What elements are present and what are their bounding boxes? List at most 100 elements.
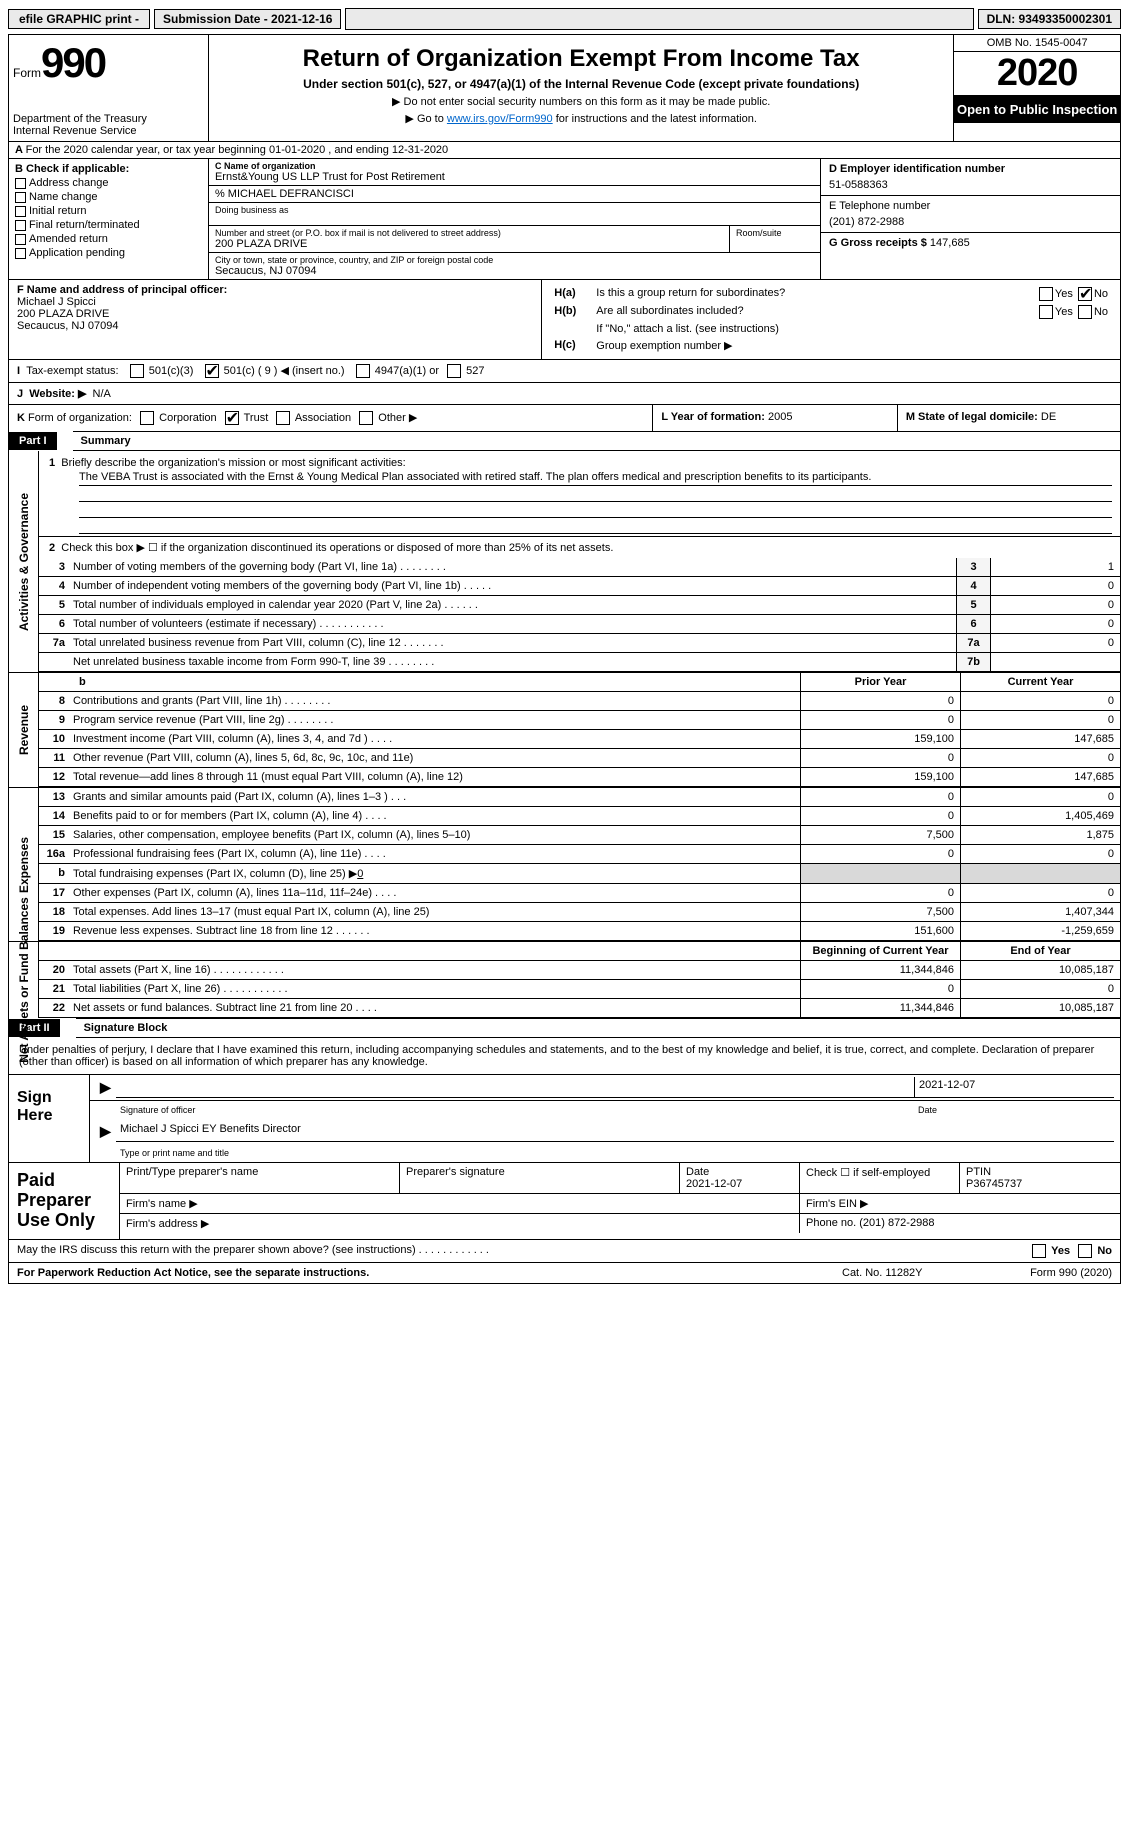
current-hdr: Current Year — [960, 673, 1120, 691]
instr-2: ▶ Go to www.irs.gov/Form990 for instruct… — [219, 112, 943, 125]
instr-1: ▶ Do not enter social security numbers o… — [219, 95, 943, 108]
ha-no[interactable] — [1078, 287, 1092, 301]
gov-row: 6Total number of volunteers (estimate if… — [39, 615, 1120, 634]
firm-name: Firm's name ▶ — [120, 1194, 800, 1213]
discuss-yes-lbl: Yes — [1051, 1244, 1070, 1256]
chk-assoc[interactable] — [276, 411, 290, 425]
open-inspection: Open to Public Inspection — [954, 96, 1120, 123]
chk-other[interactable] — [359, 411, 373, 425]
rev-row: 8Contributions and grants (Part VIII, li… — [39, 692, 1120, 711]
exp-row: 16aProfessional fundraising fees (Part I… — [39, 845, 1120, 864]
sig-arrow2: ▶ — [96, 1121, 116, 1142]
chk-corp[interactable] — [140, 411, 154, 425]
rev-row: 11Other revenue (Part VIII, column (A), … — [39, 749, 1120, 768]
discuss-no[interactable] — [1078, 1244, 1092, 1258]
chk-501c3[interactable] — [130, 364, 144, 378]
discuss-row: May the IRS discuss this return with the… — [9, 1239, 1120, 1262]
rev-row: 12Total revenue—add lines 8 through 11 (… — [39, 768, 1120, 787]
org-name: Ernst&Young US LLP Trust for Post Retire… — [215, 171, 814, 183]
prior-hdr: Prior Year — [800, 673, 960, 691]
net-body: Beginning of Current Year End of Year 20… — [39, 942, 1120, 1018]
top-bar: efile GRAPHIC print - Submission Date - … — [8, 8, 1121, 30]
c-name-label: C Name of organization — [215, 161, 814, 171]
k-trust: Trust — [244, 412, 269, 424]
i-label: Tax-exempt status: — [26, 365, 118, 377]
sign-here: Sign Here — [9, 1075, 89, 1162]
gov-row: 4Number of independent voting members of… — [39, 577, 1120, 596]
form-title: Return of Organization Exempt From Incom… — [219, 45, 943, 73]
row-j: J Website: ▶ N/A — [9, 383, 1120, 405]
sig-name-title-label: Type or print name and title — [116, 1146, 233, 1160]
j-label: Website: ▶ — [29, 388, 86, 400]
hb-no[interactable] — [1078, 305, 1092, 319]
chk-527[interactable] — [447, 364, 461, 378]
firm-ein: Firm's EIN ▶ — [800, 1194, 1120, 1213]
hc-text: Group exemption number ▶ — [594, 338, 1110, 353]
officer-city: Secaucus, NJ 07094 — [17, 320, 533, 332]
gov-row: Net unrelated business taxable income fr… — [39, 653, 1120, 672]
chk-amended[interactable] — [15, 234, 26, 245]
prep-h2: Preparer's signature — [400, 1163, 680, 1193]
q2: Check this box ▶ ☐ if the organization d… — [61, 542, 613, 554]
room-label: Room/suite — [736, 228, 814, 238]
i-o1: 501(c)(3) — [149, 365, 194, 377]
irs-link[interactable]: www.irs.gov/Form990 — [447, 113, 553, 125]
rev-row: 9Program service revenue (Part VIII, lin… — [39, 711, 1120, 730]
ha-yes[interactable] — [1039, 287, 1053, 301]
chk-initial[interactable] — [15, 206, 26, 217]
net-prior-hdr: Beginning of Current Year — [800, 942, 960, 960]
form-number: 990 — [41, 39, 105, 86]
rev-body: b Prior Year Current Year 8Contributions… — [39, 673, 1120, 787]
k-label: Form of organization: — [28, 412, 132, 424]
chk-address[interactable] — [15, 178, 26, 189]
col-c: C Name of organization Ernst&Young US LL… — [209, 159, 820, 279]
chk-4947[interactable] — [356, 364, 370, 378]
dept-treasury: Department of the Treasury Internal Reve… — [13, 113, 204, 137]
part1-hdr: Part I Summary — [9, 431, 1120, 451]
exp-section: Expenses 13Grants and similar amounts pa… — [9, 787, 1120, 941]
yes1: Yes — [1055, 288, 1073, 300]
header-left: Form990 Department of the Treasury Inter… — [9, 35, 209, 141]
efile-btn[interactable]: efile GRAPHIC print - — [8, 9, 150, 29]
prep-block: Paid Preparer Use Only Print/Type prepar… — [9, 1162, 1120, 1238]
mission-block: 1 Briefly describe the organization's mi… — [39, 451, 1120, 537]
b-label: B Check if applicable: — [15, 163, 202, 175]
footer-l: For Paperwork Reduction Act Notice, see … — [17, 1267, 842, 1279]
hb-yes[interactable] — [1039, 305, 1053, 319]
prep-h5v: P36745737 — [966, 1178, 1022, 1190]
top-spacer — [345, 8, 973, 30]
f-col: F Name and address of principal officer:… — [9, 280, 542, 359]
sig-date-val: 2021-12-07 — [914, 1077, 1114, 1098]
no1: No — [1094, 288, 1108, 300]
exp-row: 19Revenue less expenses. Subtract line 1… — [39, 922, 1120, 941]
no2: No — [1094, 306, 1108, 318]
k-assoc: Association — [295, 412, 351, 424]
prep-h4: Check ☐ if self-employed — [800, 1163, 960, 1193]
chk-pending[interactable] — [15, 248, 26, 259]
sig-officer-label: Signature of officer — [116, 1103, 914, 1117]
i-o4: 527 — [466, 365, 484, 377]
hb-text: Are all subordinates included? — [594, 304, 998, 320]
chk-final[interactable] — [15, 220, 26, 231]
gov-row: 3Number of voting members of the governi… — [39, 558, 1120, 577]
line-a-text: For the 2020 calendar year, or tax year … — [26, 144, 449, 156]
chk-name[interactable] — [15, 192, 26, 203]
ein-label: D Employer identification number — [829, 163, 1112, 175]
prep-label: Paid Preparer Use Only — [9, 1163, 119, 1238]
discuss-yes[interactable] — [1032, 1244, 1046, 1258]
chk-501c[interactable] — [205, 364, 219, 378]
part1-name: Summary — [73, 431, 1120, 451]
l-label: L Year of formation: — [661, 411, 765, 423]
sig-date-label: Date — [914, 1103, 1114, 1117]
footer: For Paperwork Reduction Act Notice, see … — [9, 1262, 1120, 1283]
dba-label: Doing business as — [215, 205, 814, 215]
exp-row: 15Salaries, other compensation, employee… — [39, 826, 1120, 845]
street-addr: 200 PLAZA DRIVE — [215, 238, 723, 250]
officer-name: Michael J Spicci — [17, 296, 533, 308]
sig-row: Sign Here ▶ 2021-12-07 Signature of offi… — [9, 1075, 1120, 1162]
sig-arrow1: ▶ — [96, 1077, 116, 1098]
b-final: Final return/terminated — [29, 219, 140, 231]
chk-trust[interactable] — [225, 411, 239, 425]
prep-h5: PTIN — [966, 1166, 991, 1178]
ein-val: 51-0588363 — [829, 179, 1112, 191]
